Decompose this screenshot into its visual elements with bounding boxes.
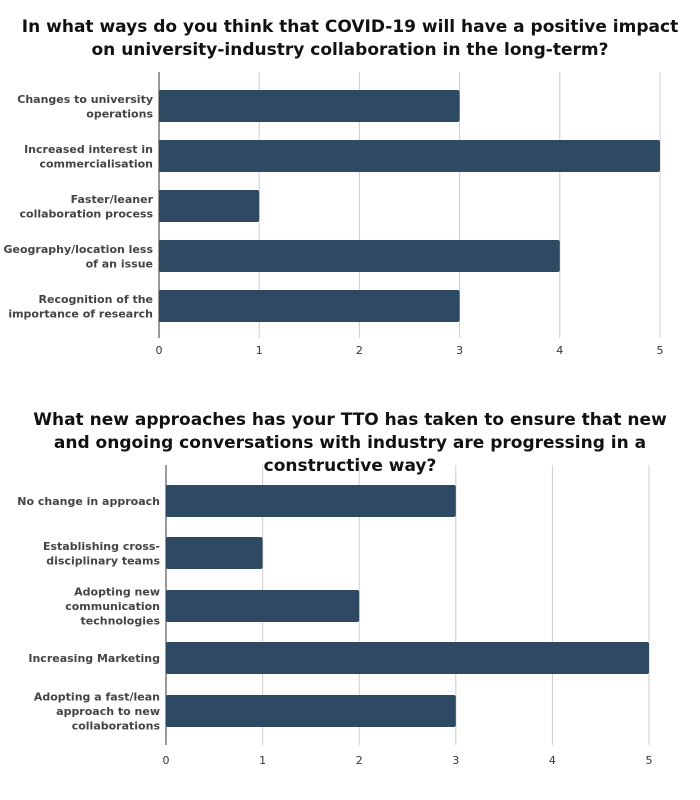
category-label: Establishing cross-disciplinary teams — [43, 540, 160, 568]
bar — [159, 140, 660, 172]
chart-2-title: What new approaches has your TTO has tak… — [33, 410, 667, 476]
x-tick-label: 3 — [456, 344, 463, 357]
x-tick-label: 2 — [356, 754, 363, 767]
x-tick-label: 5 — [657, 344, 664, 357]
bar — [166, 590, 360, 622]
bar — [159, 240, 560, 272]
bar — [166, 695, 456, 727]
category-label: Increased interest in commercialisation — [24, 143, 153, 171]
x-tick-label: 4 — [556, 344, 563, 357]
x-tick-label: 0 — [163, 754, 170, 767]
x-tick-label: 4 — [549, 754, 556, 767]
bar — [166, 485, 456, 517]
x-tick-label: 2 — [356, 344, 363, 357]
chart-1: 0 1 2 3 4 5 Changes to university operations Inc… — [3, 72, 664, 357]
category-label: Adopting new communication technologies — [65, 586, 160, 628]
bar — [159, 90, 460, 122]
category-label: Geography/location less of an issue — [3, 243, 153, 271]
bar — [159, 190, 260, 222]
category-label: No change in approach — [17, 495, 160, 508]
bar — [159, 290, 460, 322]
bar — [166, 642, 649, 674]
x-tick-label: 1 — [259, 754, 266, 767]
category-label: Faster/leaner collaboration process — [20, 193, 154, 221]
category-label: Increasing Marketing — [28, 652, 160, 665]
x-tick-label: 0 — [156, 344, 163, 357]
x-tick-label: 1 — [256, 344, 263, 357]
category-label: Changes to university operations — [17, 93, 153, 121]
x-tick-label: 5 — [646, 754, 653, 767]
bar — [166, 537, 263, 569]
chart-2: 0 1 2 3 4 5 No change in approach Establishing … — [17, 465, 653, 767]
category-label: Adopting a fast/lean approach to new colla… — [34, 691, 161, 733]
x-tick-label: 3 — [452, 754, 459, 767]
chart-1-title: In what ways do you think that COVID-19 … — [21, 17, 679, 60]
category-label: Recognition of the importance of research — [8, 293, 153, 321]
